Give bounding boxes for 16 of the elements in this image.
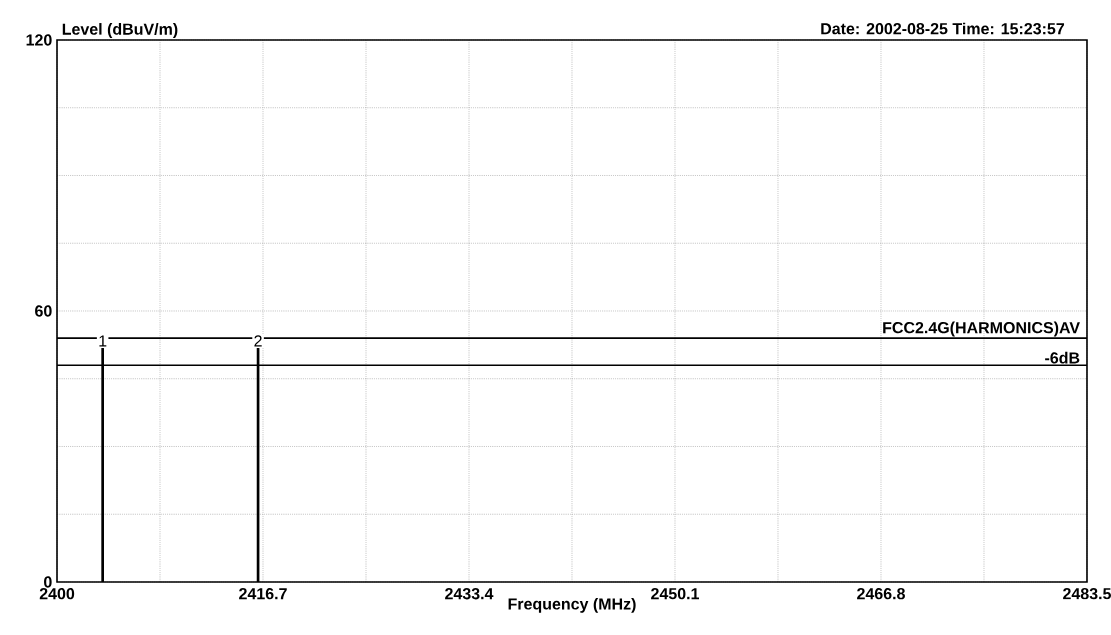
ref-line-label: FCC2.4G(HARMONICS)AV bbox=[883, 321, 1080, 337]
y-tick-label: 0 bbox=[44, 576, 52, 588]
x-tick-label: 2450.1 bbox=[651, 588, 700, 600]
x-tick-label: 2433.4 bbox=[445, 588, 494, 600]
annotation: 2 bbox=[254, 335, 262, 347]
y-axis-title: Level (dBuV/m) bbox=[62, 23, 178, 38]
x-tick-label: 2400 bbox=[39, 588, 75, 600]
text: Date: 2002-08-25 Time: 15:23:57 bbox=[821, 22, 1065, 35]
x-tick-label: 2416.7 bbox=[239, 588, 287, 600]
x-axis-title: Frequency (MHz) bbox=[508, 597, 636, 613]
y-tick-label: 60 bbox=[35, 305, 52, 317]
y-tick-label: 120 bbox=[26, 34, 52, 46]
x-tick-label: 2466.8 bbox=[857, 588, 905, 600]
annotation: 1 bbox=[99, 335, 107, 347]
x-tick-label: 2483.5 bbox=[1063, 588, 1111, 600]
ref-line-label: -6dB bbox=[1045, 351, 1080, 364]
